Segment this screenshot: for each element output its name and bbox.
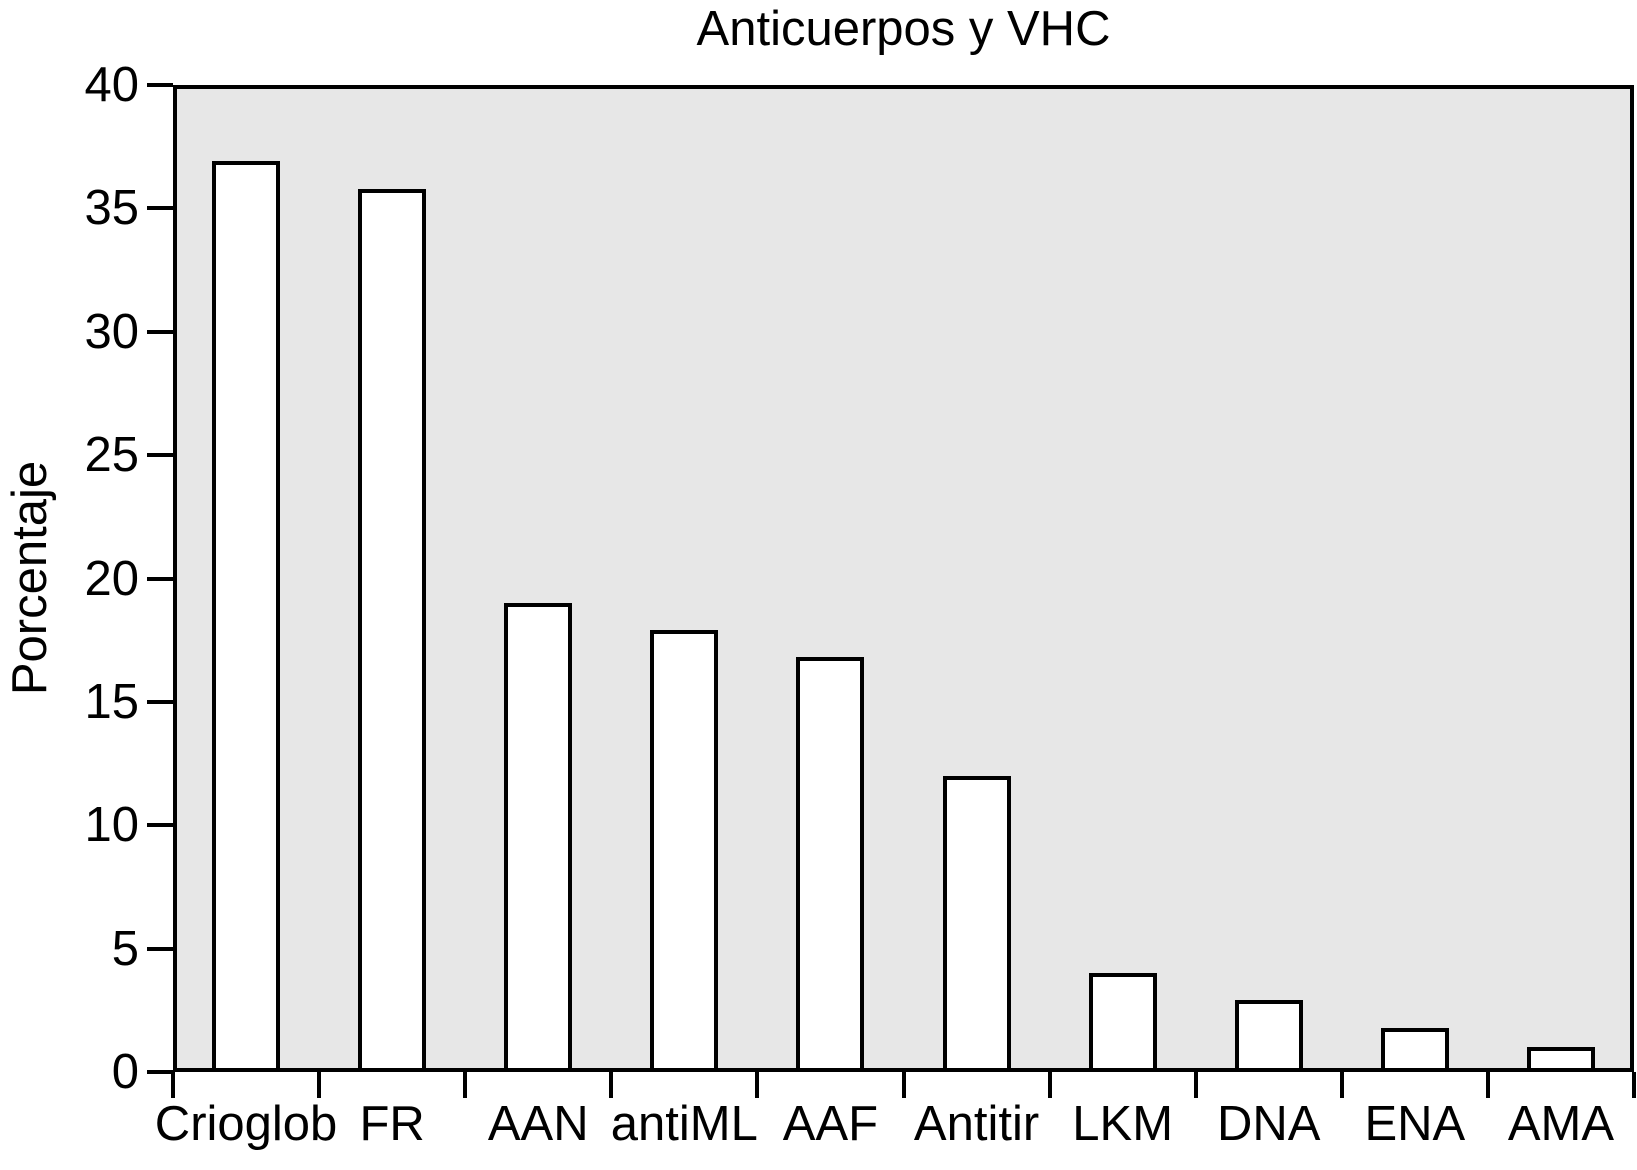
- bar-ama: [1526, 1047, 1595, 1072]
- x-axis-tick: [317, 1072, 321, 1098]
- y-axis-tick: [147, 1070, 173, 1074]
- plot-frame: [173, 85, 1634, 1072]
- y-tick-label: 40: [84, 58, 139, 112]
- y-tick-label: 0: [111, 1045, 139, 1099]
- bar-ena: [1380, 1028, 1449, 1072]
- x-tick-label-dna: DNA: [1217, 1097, 1321, 1151]
- x-axis-tick: [1048, 1072, 1052, 1098]
- x-axis-tick: [609, 1072, 613, 1098]
- x-axis-tick: [1340, 1072, 1344, 1098]
- x-tick-label-antiml: antiML: [610, 1097, 758, 1151]
- x-axis-tick: [1486, 1072, 1490, 1098]
- x-axis-tick: [463, 1072, 467, 1098]
- x-axis-tick: [1194, 1072, 1198, 1098]
- y-axis-tick: [147, 947, 173, 951]
- x-tick-label-fr: FR: [359, 1097, 425, 1151]
- bar-aaf: [796, 657, 865, 1072]
- y-tick-label: 30: [84, 305, 139, 359]
- y-tick-label: 5: [111, 922, 139, 976]
- x-tick-label-aaf: AAF: [782, 1097, 879, 1151]
- y-tick-label: 35: [84, 181, 139, 235]
- x-tick-label-antitir: Antitir: [913, 1097, 1040, 1151]
- x-tick-label-ena: ENA: [1364, 1097, 1466, 1151]
- y-tick-label: 10: [84, 798, 139, 852]
- bar-lkm: [1088, 973, 1157, 1072]
- y-axis-tick: [147, 83, 173, 87]
- y-axis-tick: [147, 577, 173, 581]
- x-axis-tick: [755, 1072, 759, 1098]
- bar-dna: [1234, 1000, 1303, 1072]
- bar-crioglob: [212, 161, 281, 1072]
- bar-aan: [504, 603, 573, 1072]
- x-tick-label-ama: AMA: [1507, 1097, 1615, 1151]
- x-axis-tick: [902, 1072, 906, 1098]
- y-axis-tick: [147, 206, 173, 210]
- bar-antiml: [650, 630, 719, 1072]
- bar-antitir: [942, 776, 1011, 1072]
- y-tick-label: 25: [84, 428, 139, 482]
- y-axis-tick: [147, 823, 173, 827]
- chart-title: Anticuerpos y VHC: [696, 2, 1111, 56]
- y-axis-tick: [147, 700, 173, 704]
- y-axis-tick: [147, 330, 173, 334]
- x-axis-tick: [1632, 1072, 1636, 1098]
- x-tick-label-crioglob: Crioglob: [154, 1097, 338, 1151]
- x-axis-tick: [171, 1072, 175, 1098]
- x-tick-label-aan: AAN: [487, 1097, 589, 1151]
- bar-fr: [358, 189, 427, 1072]
- y-tick-label: 20: [84, 552, 139, 606]
- x-tick-label-lkm: LKM: [1072, 1097, 1174, 1151]
- y-tick-label: 15: [84, 675, 139, 729]
- y-axis-tick: [147, 453, 173, 457]
